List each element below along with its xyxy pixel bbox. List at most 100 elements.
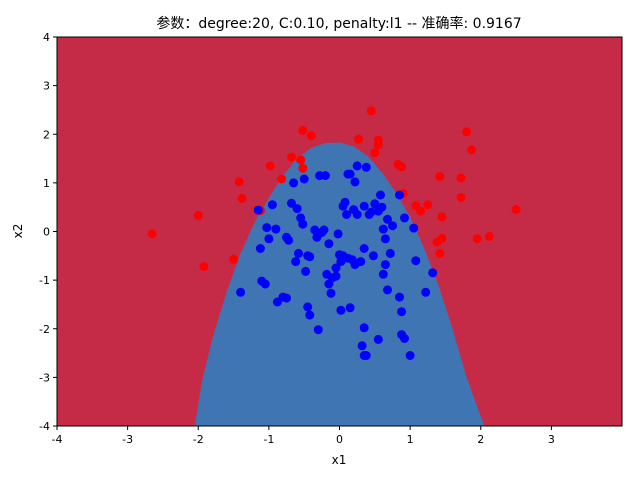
- data-point-series-2: [299, 174, 309, 184]
- data-point-series-2: [400, 213, 409, 223]
- data-point-series-1: [234, 177, 244, 187]
- data-point-series-2: [260, 279, 270, 289]
- data-point-series-2: [331, 271, 341, 281]
- data-point-series-2: [383, 285, 392, 295]
- data-point-series-2: [376, 190, 385, 200]
- data-point-series-1: [437, 233, 447, 243]
- y-tick-label: -4: [39, 420, 50, 433]
- data-point-series-2: [236, 287, 246, 297]
- data-point-series-2: [395, 292, 404, 302]
- data-point-series-2: [388, 221, 397, 231]
- data-point-series-1: [435, 248, 445, 258]
- x-tick-label: -1: [263, 433, 274, 446]
- data-point-series-2: [294, 248, 303, 258]
- data-point-series-2: [400, 334, 409, 343]
- data-point-series-2: [310, 225, 320, 235]
- data-point-series-1: [397, 162, 407, 172]
- data-point-series-2: [298, 219, 308, 229]
- data-point-series-1: [199, 262, 209, 271]
- data-point-series-2: [291, 257, 301, 267]
- data-point-series-2: [409, 223, 419, 233]
- data-point-series-2: [345, 303, 355, 313]
- data-point-series-2: [380, 260, 390, 270]
- y-tick-label: -1: [39, 274, 50, 287]
- data-point-series-2: [383, 214, 392, 224]
- data-point-series-2: [264, 234, 274, 244]
- data-point-series-2: [262, 223, 272, 233]
- data-point-series-1: [265, 161, 275, 171]
- data-point-series-2: [289, 178, 299, 188]
- data-point-series-1: [193, 211, 203, 220]
- data-point-series-2: [305, 252, 315, 262]
- data-point-series-2: [319, 225, 329, 235]
- data-point-series-2: [333, 229, 343, 239]
- data-point-series-2: [395, 190, 404, 200]
- data-point-series-2: [326, 288, 336, 298]
- data-point-series-2: [361, 162, 371, 172]
- y-axis: -4 -3 -2 -1 0 1 2 3 4: [39, 31, 57, 433]
- data-point-series-2: [292, 204, 302, 214]
- data-point-series-1: [423, 200, 433, 210]
- data-point-series-2: [271, 224, 281, 234]
- data-point-series-2: [356, 257, 366, 267]
- data-point-series-2: [336, 305, 346, 315]
- data-point-series-1: [472, 234, 482, 244]
- x-axis: -4 -3 -2 -1 0 1 2 3: [52, 426, 555, 446]
- data-point-series-2: [340, 197, 350, 207]
- data-point-series-1: [277, 174, 287, 184]
- data-point-series-2: [287, 198, 296, 208]
- data-point-series-1: [435, 172, 445, 182]
- data-point-series-2: [359, 244, 369, 253]
- data-point-series-2: [373, 334, 383, 344]
- data-point-series-2: [378, 269, 388, 279]
- data-point-series-2: [380, 234, 390, 244]
- y-axis-label: x2: [11, 224, 25, 239]
- data-point-series-1: [462, 127, 472, 137]
- data-point-series-1: [354, 134, 364, 144]
- x-tick-label: 3: [548, 433, 555, 446]
- data-point-series-2: [361, 351, 371, 360]
- data-point-series-2: [342, 210, 352, 219]
- y-tick-label: 4: [43, 31, 50, 44]
- data-point-series-1: [370, 148, 380, 158]
- data-point-series-2: [378, 224, 388, 234]
- data-point-series-1: [456, 193, 466, 202]
- data-point-series-2: [324, 239, 334, 249]
- y-tick-label: 0: [43, 226, 50, 239]
- data-point-series-2: [359, 201, 369, 211]
- x-tick-label: 0: [336, 433, 343, 446]
- y-tick-label: -3: [39, 371, 50, 384]
- data-point-series-2: [253, 205, 263, 215]
- x-axis-label: x1: [332, 453, 347, 467]
- data-point-series-2: [284, 235, 294, 245]
- y-tick-label: 1: [43, 177, 50, 190]
- data-point-series-2: [313, 325, 323, 335]
- data-point-series-2: [428, 268, 438, 278]
- data-point-series-2: [350, 177, 360, 187]
- data-point-series-2: [331, 263, 341, 273]
- data-point-series-1: [296, 155, 306, 165]
- data-point-series-2: [397, 307, 407, 317]
- data-point-series-2: [305, 310, 315, 320]
- y-tick-label: -2: [39, 323, 50, 336]
- data-point-series-2: [377, 202, 387, 212]
- data-point-series-2: [320, 171, 330, 181]
- data-point-series-2: [301, 266, 311, 276]
- data-point-series-1: [298, 163, 308, 173]
- data-point-series-2: [352, 210, 362, 219]
- data-point-series-1: [437, 212, 447, 222]
- y-tick-label: 3: [43, 80, 50, 93]
- data-point-series-2: [385, 248, 395, 258]
- data-point-series-2: [255, 244, 265, 253]
- data-point-series-2: [411, 256, 421, 266]
- data-point-series-1: [287, 152, 296, 162]
- x-tick-label: -3: [122, 433, 133, 446]
- data-point-series-1: [373, 140, 383, 150]
- data-point-series-2: [345, 169, 355, 179]
- data-points: [147, 106, 521, 360]
- data-point-series-1: [237, 193, 247, 203]
- data-point-series-2: [368, 251, 378, 261]
- data-point-series-1: [366, 106, 376, 116]
- data-point-series-1: [511, 205, 521, 215]
